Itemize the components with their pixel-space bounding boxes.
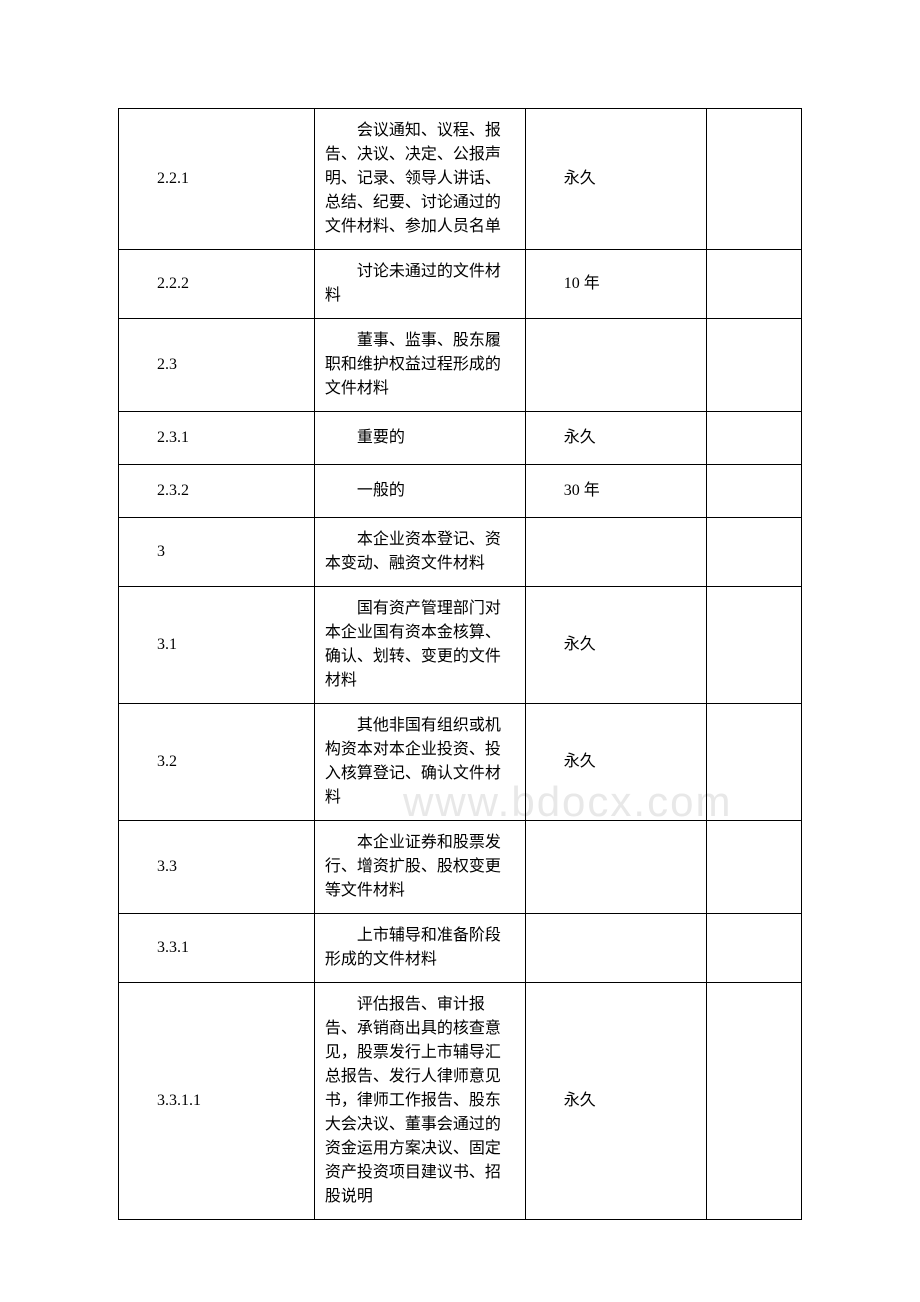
description-cell: 讨论未通过的文件材料 [314,250,525,319]
code-cell: 3.3 [119,821,315,914]
description-cell: 其他非国有组织或机构资本对本企业投资、投入核算登记、确认文件材料 [314,704,525,821]
note-cell [706,587,801,704]
period-cell [525,518,706,587]
code-cell: 3.3.1 [119,914,315,983]
code-cell: 3.3.1.1 [119,983,315,1220]
table-row: 2.2.2 讨论未通过的文件材料 10 年 [119,250,802,319]
table-row: 2.3.1 重要的 永久 [119,412,802,465]
description-cell: 会议通知、议程、报告、决议、决定、公报声明、记录、领导人讲话、总结、纪要、讨论通… [314,109,525,250]
description-cell: 本企业资本登记、资本变动、融资文件材料 [314,518,525,587]
table-row: 3.3.1 上市辅导和准备阶段形成的文件材料 [119,914,802,983]
note-cell [706,319,801,412]
description-cell: 上市辅导和准备阶段形成的文件材料 [314,914,525,983]
code-cell: 2.2.2 [119,250,315,319]
period-cell: 永久 [525,983,706,1220]
note-cell [706,109,801,250]
note-cell [706,914,801,983]
note-cell [706,250,801,319]
period-cell [525,821,706,914]
note-cell [706,465,801,518]
table-body: 2.2.1 会议通知、议程、报告、决议、决定、公报声明、记录、领导人讲话、总结、… [119,109,802,1220]
archive-retention-table: 2.2.1 会议通知、议程、报告、决议、决定、公报声明、记录、领导人讲话、总结、… [118,108,802,1220]
table-row: 2.3 董事、监事、股东履职和维护权益过程形成的文件材料 [119,319,802,412]
period-cell: 10 年 [525,250,706,319]
period-cell [525,319,706,412]
table-row: 2.3.2 一般的 30 年 [119,465,802,518]
table-row: 2.2.1 会议通知、议程、报告、决议、决定、公报声明、记录、领导人讲话、总结、… [119,109,802,250]
description-cell: 重要的 [314,412,525,465]
note-cell [706,983,801,1220]
description-cell: 一般的 [314,465,525,518]
description-cell: 国有资产管理部门对本企业国有资本金核算、确认、划转、变更的文件材料 [314,587,525,704]
code-cell: 2.3.2 [119,465,315,518]
code-cell: 2.3 [119,319,315,412]
description-cell: 评估报告、审计报告、承销商出具的核查意见，股票发行上市辅导汇总报告、发行人律师意… [314,983,525,1220]
period-cell: 永久 [525,109,706,250]
note-cell [706,412,801,465]
page-wrapper: www.bdocx.com 2.2.1 会议通知、议程、报告、决议、决定、公报声… [118,108,802,1220]
code-cell: 3.2 [119,704,315,821]
description-cell: 董事、监事、股东履职和维护权益过程形成的文件材料 [314,319,525,412]
note-cell [706,821,801,914]
note-cell [706,518,801,587]
code-cell: 2.3.1 [119,412,315,465]
period-cell [525,914,706,983]
code-cell: 3.1 [119,587,315,704]
period-cell: 永久 [525,704,706,821]
note-cell [706,704,801,821]
table-row: 3.3.1.1 评估报告、审计报告、承销商出具的核查意见，股票发行上市辅导汇总报… [119,983,802,1220]
description-cell: 本企业证券和股票发行、增资扩股、股权变更等文件材料 [314,821,525,914]
period-cell: 永久 [525,412,706,465]
table-row: 3.3 本企业证券和股票发行、增资扩股、股权变更等文件材料 [119,821,802,914]
period-cell: 永久 [525,587,706,704]
code-cell: 2.2.1 [119,109,315,250]
period-cell: 30 年 [525,465,706,518]
table-row: 3 本企业资本登记、资本变动、融资文件材料 [119,518,802,587]
table-row: 3.2 其他非国有组织或机构资本对本企业投资、投入核算登记、确认文件材料 永久 [119,704,802,821]
table-row: 3.1 国有资产管理部门对本企业国有资本金核算、确认、划转、变更的文件材料 永久 [119,587,802,704]
code-cell: 3 [119,518,315,587]
